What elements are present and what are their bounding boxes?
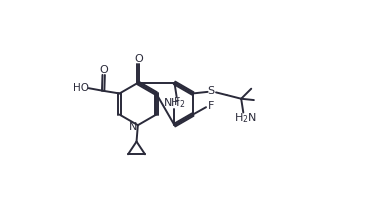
Text: F: F xyxy=(174,97,180,108)
Text: N: N xyxy=(128,122,137,131)
Text: NH$_2$: NH$_2$ xyxy=(163,96,186,110)
Text: O: O xyxy=(99,65,108,75)
Text: F: F xyxy=(208,101,214,111)
Text: O: O xyxy=(134,54,143,64)
Text: HO: HO xyxy=(73,83,89,93)
Text: H$_2$N: H$_2$N xyxy=(235,111,257,125)
Text: S: S xyxy=(207,86,214,96)
